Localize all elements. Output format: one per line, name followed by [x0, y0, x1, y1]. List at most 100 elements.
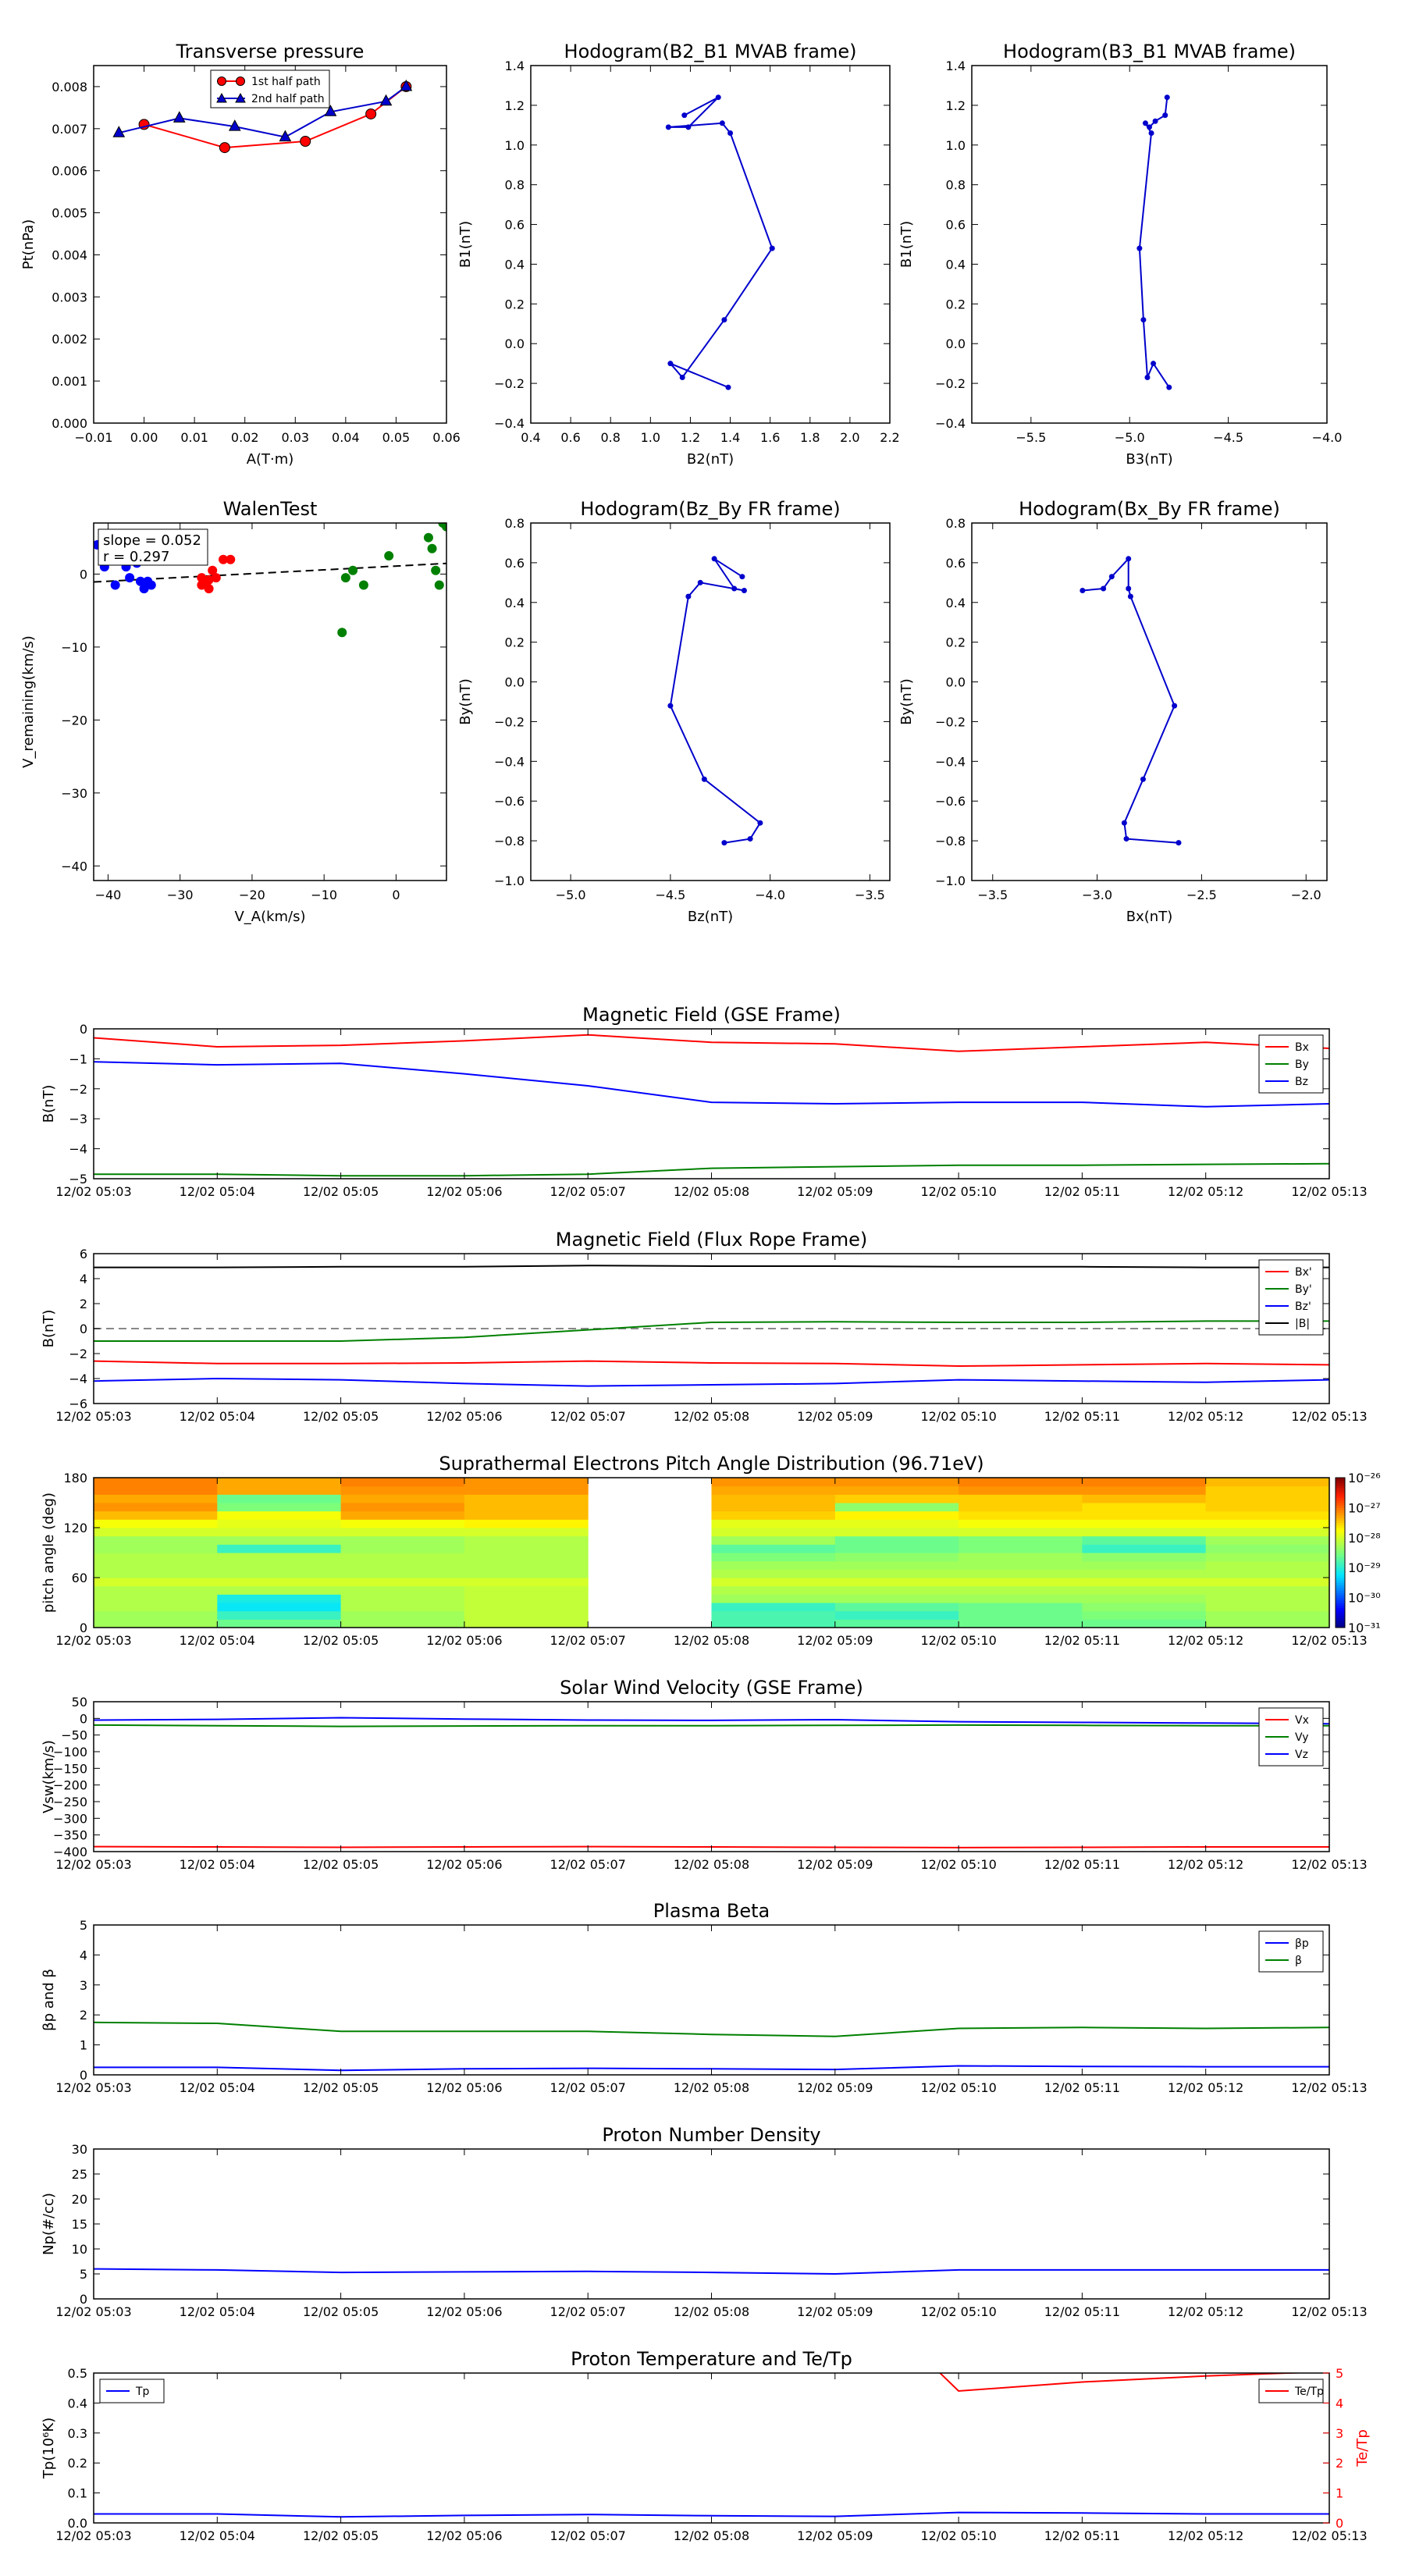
heatmap-cell	[340, 1560, 465, 1570]
data-point	[279, 130, 292, 142]
heatmap-cell	[94, 1610, 218, 1620]
panel-h1: −0.4 −0.2 0.0 0.2 0.4 0.6 0.8 1.0 1.2 1.4 0.4 0.6 0.…	[457, 41, 900, 468]
y-tick-label: 1.0	[505, 138, 525, 153]
colorbar-cell	[1336, 1530, 1345, 1533]
y-tick-label: −1.0	[935, 873, 966, 888]
heatmap-cell	[94, 1560, 218, 1570]
data-point	[1152, 118, 1158, 124]
x-tick-label: −4.0	[1312, 430, 1343, 445]
heatmap-cell	[959, 1535, 1083, 1545]
panel-title: Proton Temperature and Te/Tp	[571, 2348, 852, 2370]
heatmap-cell	[1205, 1569, 1330, 1578]
colorbar-cell	[1336, 1567, 1345, 1571]
y-tick-label: −0.2	[935, 376, 966, 391]
x-tick-label: 1.6	[760, 430, 780, 445]
y-tick-label: 0	[80, 567, 87, 582]
x-tick-label: −20	[239, 888, 265, 902]
legend-marker	[235, 92, 246, 103]
series-line-By	[94, 1162, 1329, 1177]
colorbar-cell	[1336, 1615, 1345, 1618]
x-tick-label: −0.01	[74, 430, 112, 445]
y-tick-label: 1.2	[505, 98, 525, 113]
y-right-tick-label: 0	[1336, 2516, 1343, 2531]
legend-label: β	[1295, 1955, 1302, 1967]
x-tick-label: 12/02 05:09	[797, 1409, 873, 1424]
x-tick-label: 1.8	[800, 430, 820, 445]
x-tick-label: 12/02 05:06	[426, 1633, 502, 1648]
heatmap-cell	[711, 1594, 836, 1603]
y-axis-label: By(nT)	[898, 678, 915, 724]
scatter-point	[226, 554, 236, 564]
data-point	[719, 120, 725, 126]
y-tick-label: 0.4	[68, 2396, 87, 2411]
colorbar-tick-label: 10⁻²⁷	[1348, 1500, 1381, 1515]
data-point	[1140, 317, 1147, 323]
series-line-Bz	[94, 1061, 1329, 1108]
y-tick-label: 30	[72, 2142, 87, 2157]
legend-label: Bz	[1295, 1076, 1308, 1088]
heatmap-cell	[834, 1494, 959, 1503]
colorbar-cell	[1336, 1510, 1345, 1514]
y-tick-label: −100	[53, 1745, 87, 1759]
colorbar-cell	[1336, 1497, 1345, 1501]
heatmap-cell	[217, 1553, 342, 1562]
heatmap-cell	[834, 1619, 959, 1628]
heatmap-cell	[834, 1585, 959, 1595]
heatmap-cell	[711, 1494, 836, 1503]
panel-title: WalenTest	[223, 498, 318, 520]
y-tick-label: 0.2	[505, 635, 525, 650]
y-tick-label: 0.2	[68, 2456, 87, 2471]
heatmap-cell	[464, 1535, 589, 1545]
colorbar-cell	[1336, 1605, 1345, 1608]
x-tick-label: −3.5	[855, 888, 885, 902]
colorbar-cell	[1336, 1525, 1345, 1528]
x-tick-label: −2.5	[1186, 888, 1217, 902]
heatmap-cell	[94, 1553, 218, 1562]
panel-mfgse: −5 −4 −3 −2 −1 0 12/02 05:03 12/02 05:04 12/02 0…	[41, 1004, 1368, 1199]
heatmap-cell	[711, 1610, 836, 1620]
heatmap-cell	[340, 1569, 465, 1578]
heatmap-cell	[1082, 1503, 1207, 1512]
x-tick-label: 12/02 05:03	[55, 1633, 131, 1648]
panel-title: Hodogram(Bx_By FR frame)	[1019, 498, 1280, 520]
colorbar-cell	[1336, 1532, 1345, 1536]
heatmap-cell	[340, 1494, 465, 1503]
heatmap-cell	[340, 1585, 465, 1595]
panel-h4: −1.0 −0.8 −0.6 −0.4 −0.2 0.0 0.2 0.4 0.6 0.8 −3.5 −…	[898, 498, 1328, 925]
data-point	[1121, 820, 1127, 826]
scatter-point	[340, 573, 350, 583]
x-tick-label: 12/02 05:09	[797, 1857, 873, 1872]
y-tick-label: −0.2	[935, 714, 966, 729]
panel-h2: −0.4 −0.2 0.0 0.2 0.4 0.6 0.8 1.0 1.2 1.4 −5.5 −5.0…	[898, 41, 1342, 468]
y-tick-label: −0.8	[494, 834, 525, 849]
colorbar-cell	[1336, 1547, 1345, 1551]
heatmap-cell	[711, 1510, 836, 1520]
x-tick-label: 12/02 05:09	[797, 1184, 873, 1199]
y-tick-label: −0.4	[935, 754, 966, 769]
data-point	[667, 361, 674, 367]
annotation-box	[98, 528, 208, 566]
heatmap-cell	[1082, 1485, 1207, 1495]
colorbar-cell	[1336, 1545, 1345, 1549]
heatmap-cell	[340, 1535, 465, 1545]
y-tick-label: 0.3	[68, 2426, 87, 2441]
panel-mffr: −6 −4 −2 0 2 4 6 12/02 05:03 12/02 05:04 12/02 05…	[41, 1229, 1368, 1424]
x-tick-label: 12/02 05:06	[426, 2528, 502, 2543]
panel-title: Plasma Beta	[653, 1900, 770, 1922]
x-tick-label: 12/02 05:11	[1044, 2528, 1120, 2543]
series-line-Np	[94, 2268, 1329, 2275]
colorbar-cell	[1336, 1487, 1345, 1491]
x-tick-label: 12/02 05:10	[920, 1409, 996, 1424]
heatmap-cell	[94, 1510, 218, 1520]
y-tick-label: 5	[80, 2267, 87, 2282]
y-tick-label: −0.4	[494, 754, 525, 769]
y-tick-label: −150	[53, 1761, 87, 1776]
axes-frame	[93, 2148, 1330, 2300]
x-tick-label: 12/02 05:10	[920, 1633, 996, 1648]
series-line-β	[94, 2021, 1329, 2037]
colorbar-cell	[1336, 1597, 1345, 1601]
y-tick-label: 25	[72, 2167, 87, 2182]
heatmap-cell	[340, 1603, 465, 1612]
data-point	[697, 579, 703, 585]
data-point	[1127, 593, 1133, 600]
